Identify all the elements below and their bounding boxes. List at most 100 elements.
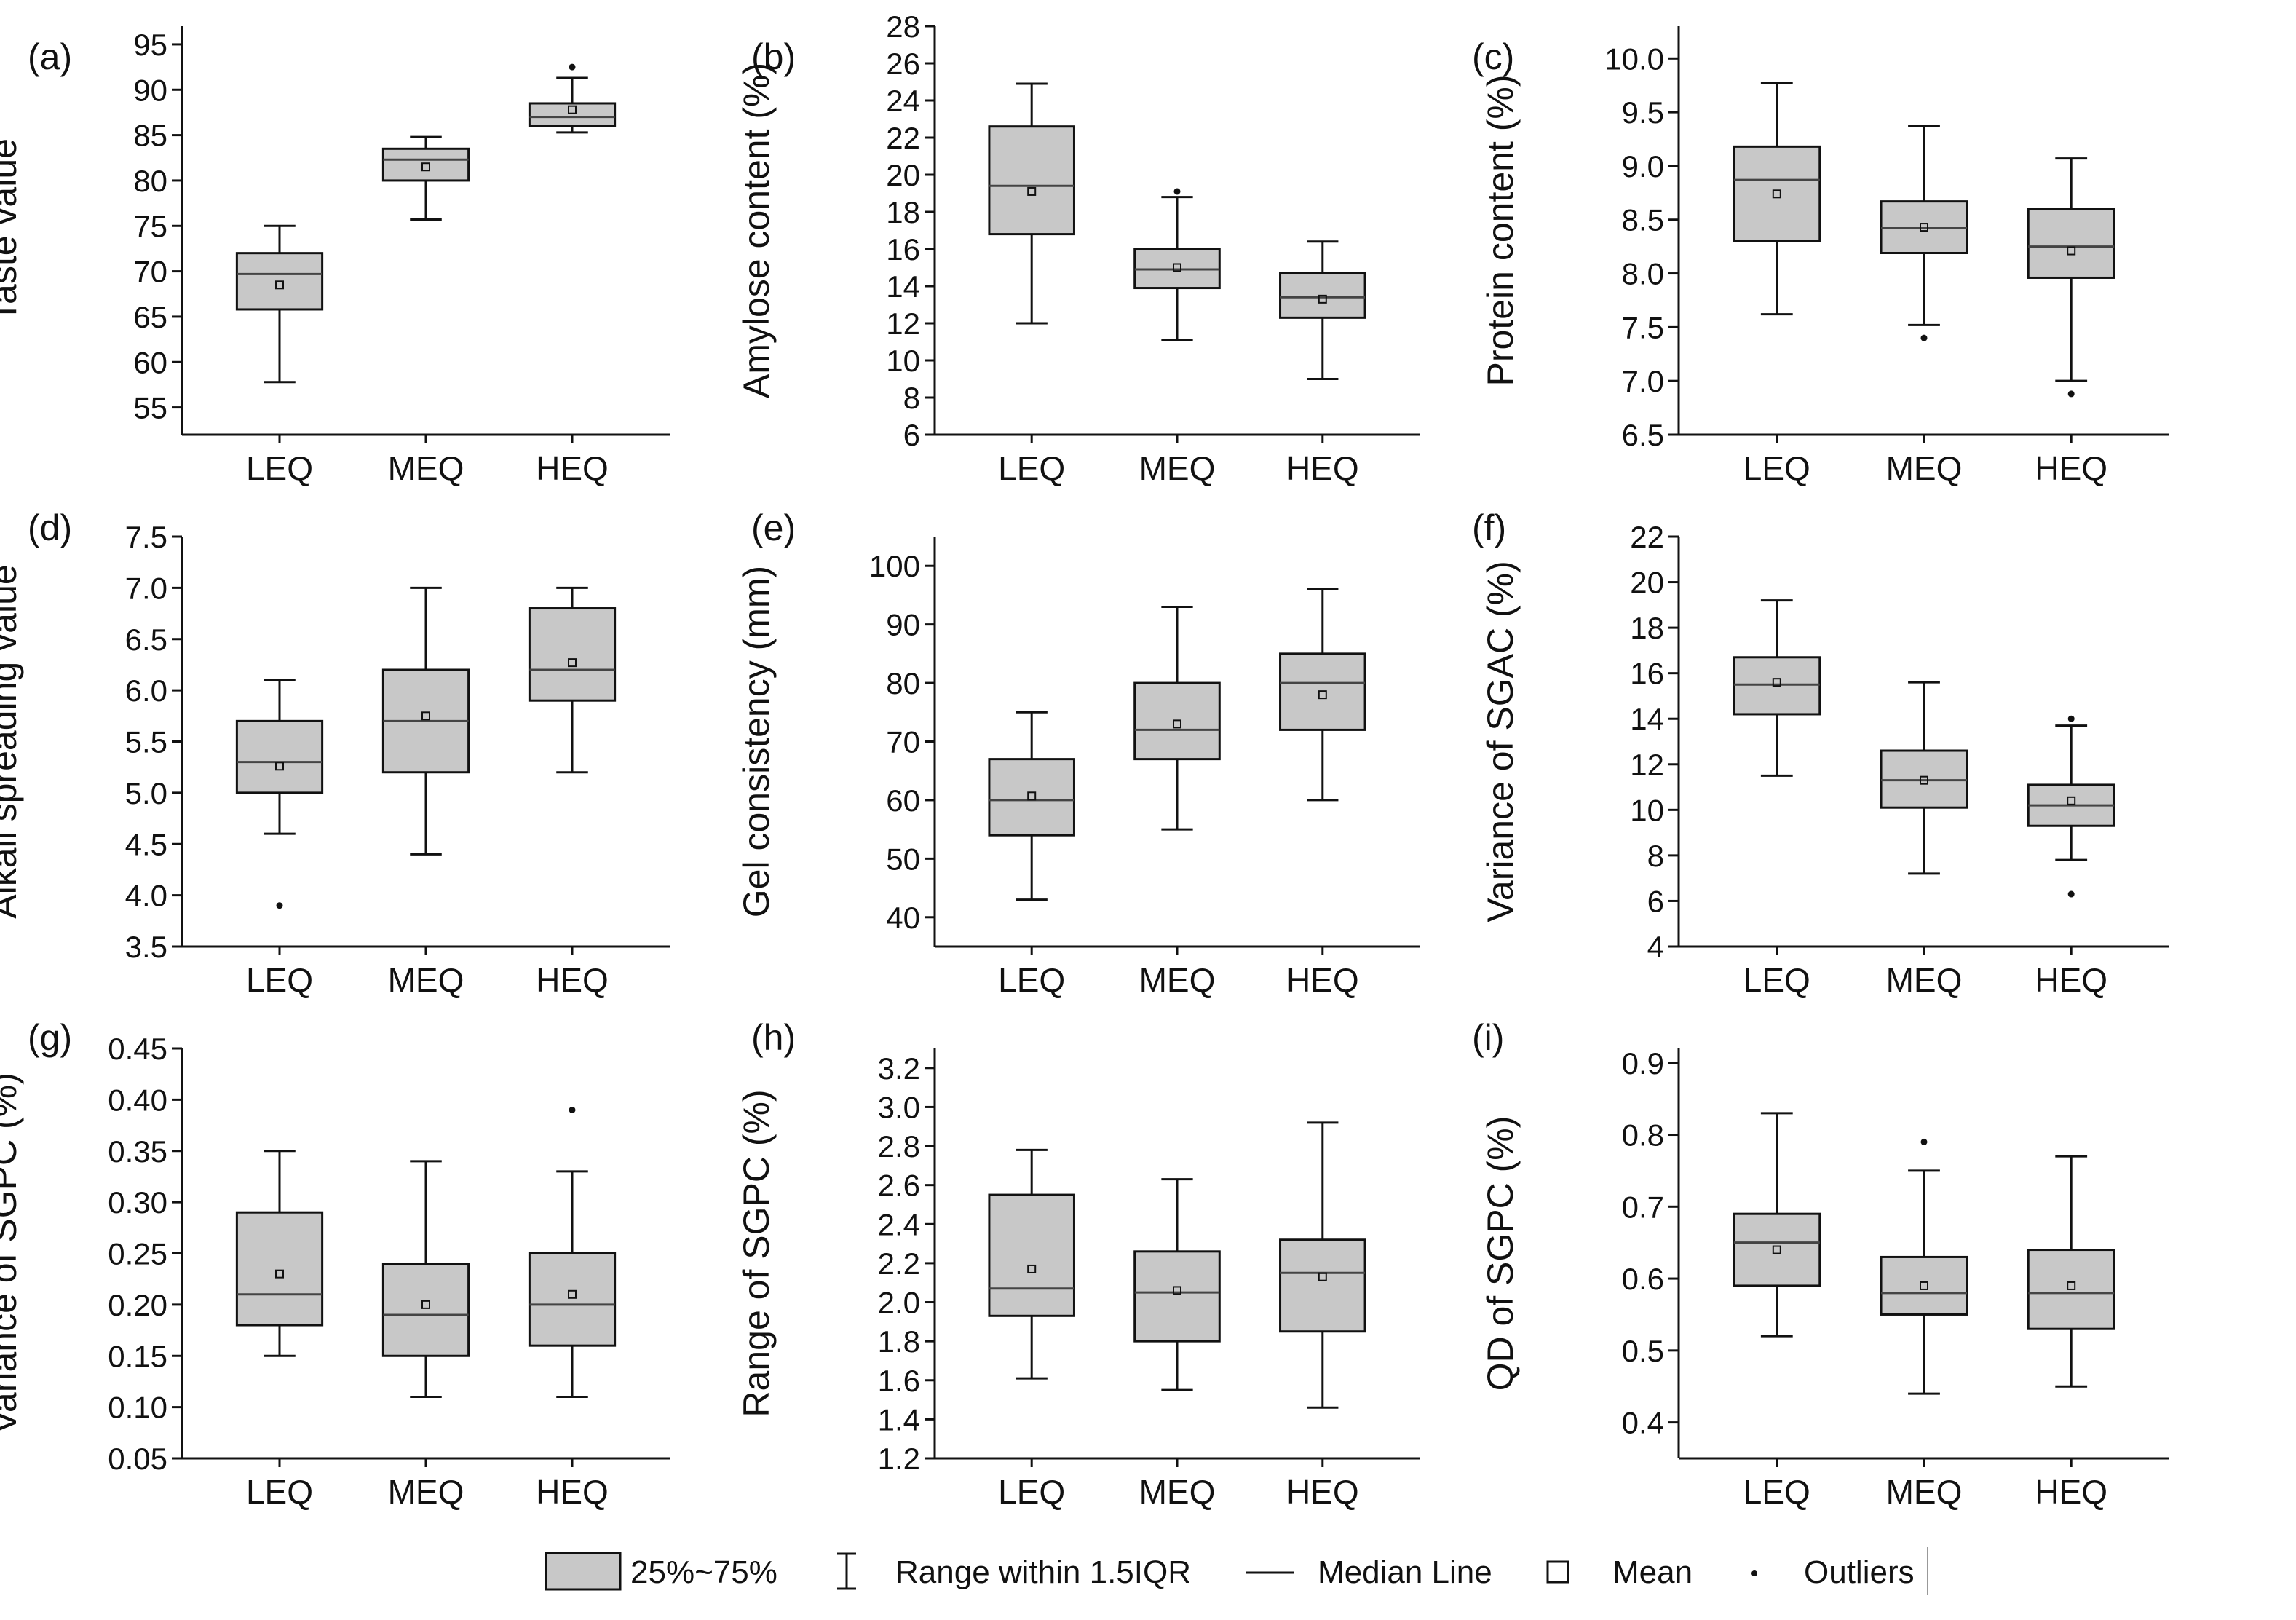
box-leq	[988, 82, 1075, 325]
box-meq	[1133, 188, 1221, 341]
x-category-label: LEQ	[998, 449, 1065, 487]
panel-h: (h) 1.2 1.4 1.6 1.8 2.0 2.2 2.4 2.6 2.8 3.0 3.2 Rang…	[736, 1017, 1420, 1511]
y-tick-label: 7.0	[1622, 364, 1664, 398]
iqr-box	[528, 1252, 617, 1347]
x-category-label: HEQ	[2035, 449, 2107, 487]
iqr-box	[235, 1211, 324, 1327]
box-heq	[528, 586, 617, 774]
y-tick-label: 0.4	[1622, 1406, 1664, 1440]
y-tick-label: 4.5	[125, 827, 167, 861]
panel-label: (b)	[751, 36, 796, 77]
y-tick-label: 0.10	[108, 1391, 167, 1425]
x-category-label: MEQ	[1886, 1473, 1963, 1511]
iqr-box	[235, 719, 324, 794]
y-tick-label: 14	[886, 269, 920, 304]
mean-marker	[1920, 1281, 1928, 1290]
y-tick-label: 80	[886, 666, 920, 700]
box-leq	[1733, 599, 1821, 777]
outlier-point	[2067, 715, 2075, 722]
y-tick-label: 22	[886, 121, 920, 155]
panel-label: (i)	[1472, 1017, 1504, 1058]
box-leq	[1733, 82, 1821, 316]
y-tick-label: 16	[886, 232, 920, 266]
mean-marker	[1173, 1286, 1181, 1295]
y-tick-label: 20	[886, 158, 920, 192]
y-tick-label: 22	[1630, 520, 1664, 554]
y-tick-label: 7.5	[1622, 310, 1664, 344]
y-axis-title: Gel consistency (mm)	[736, 566, 777, 917]
iqr-box	[1880, 1255, 1968, 1316]
outlier-point	[1920, 1138, 1928, 1145]
x-category-label: MEQ	[388, 1473, 464, 1511]
y-tick-label: 0.35	[108, 1134, 167, 1169]
panel-g: (g) 0.05 0.10 0.15 0.20 0.25 0.30 0.35 0.40 0.45 V…	[0, 1017, 670, 1511]
mean-marker	[1772, 1245, 1781, 1254]
mean-marker	[2067, 1281, 2076, 1290]
outlier-point	[569, 63, 576, 71]
y-tick-label: 0.30	[108, 1185, 167, 1220]
y-tick-label: 70	[886, 725, 920, 759]
mean-marker	[1318, 690, 1327, 700]
panel-e: (e) 40 50 60 70 80 90 100 Gel consistency (mm) LE…	[736, 507, 1420, 999]
legend-mean-symbol	[1546, 1560, 1569, 1584]
legend: 25%~75% Range within 1.5IQR Median Line …	[545, 1547, 1928, 1595]
y-tick-label: 0.25	[108, 1237, 167, 1271]
x-category-label: LEQ	[1743, 1473, 1810, 1511]
y-tick-label: 7.5	[125, 520, 167, 554]
y-tick-label: 24	[886, 84, 920, 118]
y-tick-label: 1.8	[878, 1324, 920, 1359]
y-tick-label: 90	[886, 608, 920, 642]
legend-median-label: Median Line	[1318, 1554, 1492, 1590]
box-heq	[528, 63, 617, 134]
iqr-box	[988, 1193, 1075, 1317]
iqr-box	[1279, 1238, 1366, 1333]
y-tick-label: 9.0	[1622, 149, 1664, 183]
box-meq	[381, 586, 470, 856]
y-tick-label: 14	[1630, 702, 1664, 736]
x-category-label: LEQ	[998, 961, 1065, 999]
panel-label: (d)	[28, 507, 72, 548]
y-tick-label: 0.7	[1622, 1190, 1664, 1224]
y-tick-label: 16	[1630, 657, 1664, 691]
box-heq	[528, 1106, 617, 1399]
box-heq	[2027, 157, 2115, 398]
y-tick-label: 10	[1630, 793, 1664, 827]
x-category-label: MEQ	[1886, 449, 1963, 487]
iqr-box	[528, 607, 617, 702]
legend-mean-label: Mean	[1612, 1554, 1693, 1590]
mean-marker	[568, 658, 577, 668]
iqr-box	[2027, 208, 2115, 279]
y-tick-label: 0.45	[108, 1032, 167, 1066]
box-leq	[235, 679, 324, 909]
iqr-box	[381, 147, 470, 182]
y-tick-label: 40	[886, 901, 920, 935]
mean-marker	[2067, 796, 2076, 805]
x-category-label: HEQ	[1286, 449, 1359, 487]
box-meq	[1133, 606, 1221, 831]
x-category-label: HEQ	[536, 449, 609, 487]
outlier-point	[569, 1106, 576, 1113]
iqr-box	[235, 252, 324, 311]
y-tick-label: 3.5	[125, 930, 167, 964]
mean-marker	[1173, 263, 1181, 272]
mean-marker	[275, 762, 284, 771]
outlier-point	[2067, 390, 2075, 398]
x-category-label: LEQ	[246, 449, 313, 487]
panel-label: (a)	[28, 36, 72, 77]
mean-marker	[1772, 189, 1781, 199]
y-tick-label: 8.5	[1622, 203, 1664, 237]
y-axis-title: Amylose content (%)	[736, 63, 777, 398]
panel-label: (e)	[751, 507, 796, 548]
y-tick-label: 6	[903, 418, 920, 452]
y-tick-label: 0.05	[108, 1442, 167, 1476]
box-meq	[1133, 1178, 1221, 1391]
x-category-label: MEQ	[388, 961, 464, 999]
y-tick-label: 0.5	[1622, 1334, 1664, 1368]
mean-marker	[1027, 1264, 1037, 1273]
y-tick-label: 3.0	[878, 1090, 920, 1124]
iqr-box	[381, 1263, 470, 1357]
mean-marker	[1920, 223, 1928, 232]
y-axis-title: Variance of SGPC (%)	[0, 1072, 24, 1434]
